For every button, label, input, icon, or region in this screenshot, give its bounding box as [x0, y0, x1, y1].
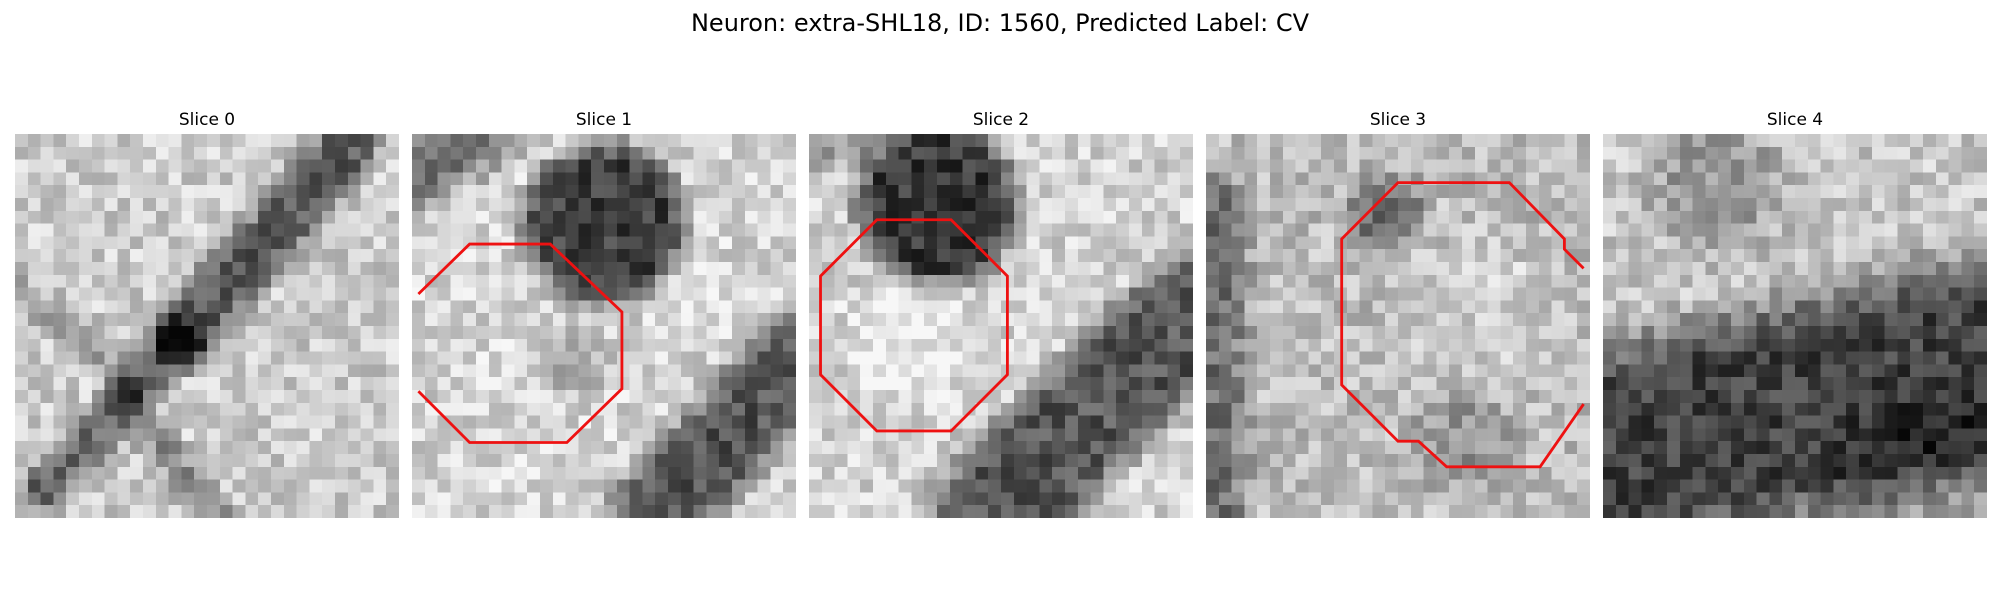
- slice-image: [1206, 134, 1590, 518]
- pixel-grid: [15, 134, 399, 518]
- panel-slice-2: Slice 2: [809, 108, 1193, 518]
- segmentation-contour: [819, 218, 1009, 433]
- pixel-grid: [412, 134, 796, 518]
- slice-image: [412, 134, 796, 518]
- slice-image: [1603, 134, 1987, 518]
- panel-slice-1: Slice 1: [412, 108, 796, 518]
- segmentation-contour: [1340, 181, 1585, 469]
- slice-image: [15, 134, 399, 518]
- figure-title: Neuron: extra-SHL18, ID: 1560, Predicted…: [690, 9, 1310, 37]
- panel-slice-4: Slice 4: [1603, 108, 1987, 518]
- panel-title: Slice 2: [972, 110, 1030, 130]
- panel-title: Slice 3: [1369, 110, 1427, 130]
- panel-slice-0: Slice 0: [15, 108, 399, 518]
- panel-slice-3: Slice 3: [1206, 108, 1590, 518]
- pixel-grid: [1603, 134, 1987, 518]
- slice-image: [809, 134, 1193, 518]
- panel-title: Slice 4: [1766, 110, 1824, 130]
- pixel-grid: [1206, 134, 1590, 518]
- panel-title: Slice 0: [178, 110, 236, 130]
- segmentation-contour: [417, 242, 624, 444]
- panel-title: Slice 1: [575, 110, 633, 130]
- pixel-grid: [809, 134, 1193, 518]
